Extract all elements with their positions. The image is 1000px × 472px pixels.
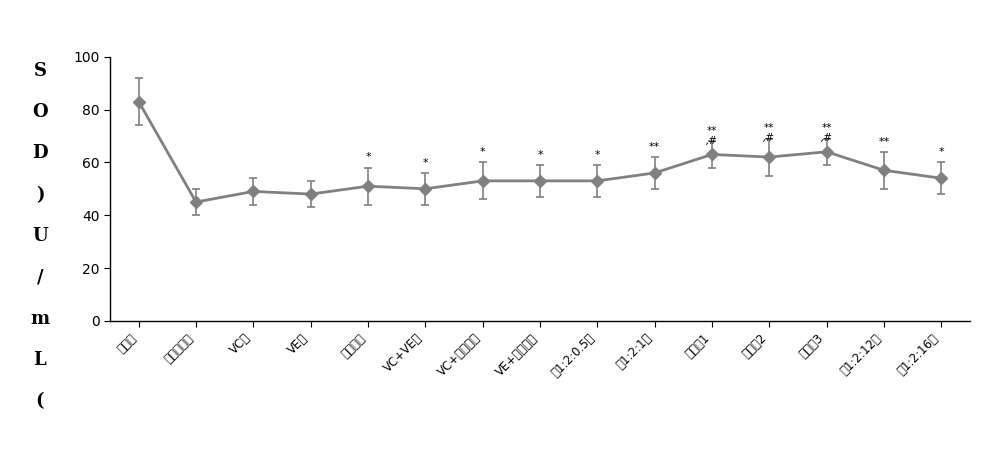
Text: *: * <box>595 150 600 160</box>
Text: S: S <box>33 62 46 80</box>
Text: **: ** <box>821 123 832 133</box>
Text: O: O <box>32 103 48 121</box>
Text: ): ) <box>36 185 44 204</box>
Text: L: L <box>34 351 46 369</box>
Text: *: * <box>365 152 371 162</box>
Text: ,#: ,# <box>821 133 833 143</box>
Text: **: ** <box>764 123 775 133</box>
Text: D: D <box>32 144 48 162</box>
Text: ,#: ,# <box>763 133 775 143</box>
Text: *: * <box>537 150 543 160</box>
Text: **: ** <box>878 136 890 146</box>
Text: U: U <box>32 227 48 245</box>
Text: (: ( <box>36 392 44 410</box>
Text: /: / <box>37 268 43 287</box>
Text: ,#: ,# <box>706 136 718 146</box>
Text: **: ** <box>707 126 717 136</box>
Text: m: m <box>30 310 50 328</box>
Text: **: ** <box>649 142 660 152</box>
Text: *: * <box>939 147 944 157</box>
Text: *: * <box>480 147 485 157</box>
Text: *: * <box>423 158 428 168</box>
